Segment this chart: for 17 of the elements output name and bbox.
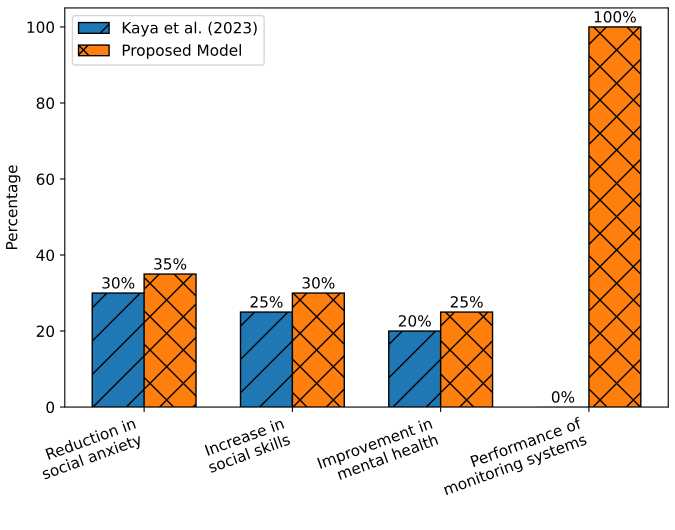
data-label: 30% [302,277,334,289]
data-label: 25% [450,296,483,308]
data-label: 100% [594,11,636,23]
legend-label: Proposed Model [122,44,241,59]
y-tick-label: 100 [28,21,54,33]
data-label: 30% [102,277,134,289]
y-tick-label: 20 [36,325,54,338]
y-tick-label: 60 [36,173,54,186]
y-tick-label: 0 [46,402,54,414]
y-tick-label: 80 [36,97,54,109]
y-axis-title: Percentage [6,165,20,249]
y-tick-label: 40 [36,249,54,262]
data-label: 35% [154,258,186,270]
data-label: 25% [250,296,283,308]
legend-label: Kaya et al. (2023) [122,22,257,36]
data-label: 0% [552,391,574,403]
data-label: 20% [398,315,431,327]
